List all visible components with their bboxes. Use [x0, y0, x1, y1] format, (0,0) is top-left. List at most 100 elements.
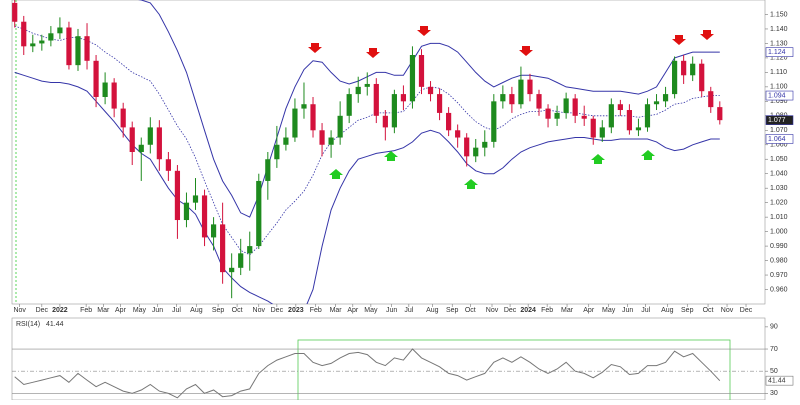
y-tick-label: 0.960	[770, 286, 788, 293]
candle-body	[165, 159, 171, 171]
candle-body	[536, 94, 542, 109]
rsi-box	[765, 375, 794, 386]
candle-body	[66, 27, 72, 66]
bollinger-upper	[138, 0, 720, 218]
candle-body	[708, 91, 714, 108]
x-tick-label: Nov	[721, 307, 734, 314]
candle-body	[84, 36, 90, 61]
candle-body	[337, 115, 343, 138]
x-tick-label: 2022	[52, 307, 68, 314]
candle-body	[12, 2, 18, 22]
y-tick-label: 0.980	[770, 257, 788, 264]
candle-body	[491, 101, 497, 142]
candle-body	[364, 83, 370, 87]
candle-body	[608, 104, 614, 128]
y-tick-label: 90	[770, 324, 778, 331]
candle-body	[482, 141, 488, 148]
candle-body	[210, 224, 217, 238]
candle-body	[192, 195, 199, 203]
candle-body	[30, 43, 36, 47]
price-box	[765, 134, 794, 144]
candle-body	[590, 118, 596, 138]
candle-body	[156, 127, 162, 160]
x-tick-label: May	[602, 307, 616, 314]
candle-body	[382, 115, 388, 128]
x-tick-label: Jul	[404, 307, 413, 314]
x-tick-label: Apr	[115, 307, 127, 314]
candle-body	[581, 115, 587, 119]
buy-arrow	[464, 179, 478, 189]
x-tick-label: Sep	[446, 307, 459, 314]
candle-body	[265, 159, 271, 181]
x-tick-label: Sep	[212, 307, 225, 314]
candle-body	[635, 127, 642, 131]
rsi-title: RSI(14)	[16, 321, 40, 328]
candle-body	[147, 127, 153, 145]
candle-body	[617, 104, 623, 111]
y-tick-label: 30	[770, 390, 778, 397]
x-tick-label: Nov	[253, 307, 266, 314]
candle-body	[418, 55, 425, 87]
signals	[308, 26, 714, 189]
candle-body	[129, 127, 135, 152]
candle-body	[111, 82, 117, 109]
bollinger-lower	[14, 71, 720, 304]
candle-body	[274, 144, 280, 160]
y-tick-label: 0.970	[770, 272, 788, 279]
candle-body	[93, 60, 99, 97]
x-tick-label: Jul	[172, 307, 181, 314]
x-tick-label: Dec	[271, 307, 284, 314]
x-tick-label: Dec	[36, 307, 49, 314]
sell-arrow	[519, 46, 533, 56]
candle-body	[455, 130, 461, 138]
x-tick-label: Feb	[541, 307, 553, 314]
x-tick-label: 2024	[520, 307, 536, 314]
candle-body	[653, 101, 660, 105]
candle-body	[554, 112, 560, 119]
buy-arrow	[384, 151, 398, 161]
candle-body	[464, 137, 470, 157]
candle-body	[57, 27, 63, 34]
candle-body	[436, 94, 443, 113]
x-tick-label: Jun	[622, 307, 633, 314]
x-tick-label: Feb	[80, 307, 92, 314]
candle-body	[102, 82, 108, 97]
x-tick-label: 2023	[288, 307, 304, 314]
y-tick-label: 1.040	[770, 171, 788, 178]
candle-body	[319, 130, 325, 145]
sell-arrow	[672, 35, 686, 45]
x-tick-label: Mar	[97, 307, 110, 314]
y-tick-label: 1.130	[770, 40, 788, 47]
candle-body	[644, 104, 651, 128]
candle-body	[201, 195, 208, 238]
x-tick-label: Nov	[486, 307, 499, 314]
candle-body	[310, 104, 316, 131]
candle-body	[48, 33, 54, 41]
y-tick-label: 1.050	[770, 156, 788, 163]
sell-arrow	[366, 48, 380, 58]
x-tick-label: Dec	[740, 307, 753, 314]
price-plot	[12, 0, 723, 304]
y-tick-label: 1.060	[770, 142, 788, 149]
candle-body	[183, 202, 190, 221]
y-tick-label: 1.140	[770, 26, 788, 33]
y-tick-label: 50	[770, 368, 778, 375]
candle-body	[220, 224, 226, 273]
candle-body	[229, 267, 235, 273]
y-tick-label: 1.010	[770, 214, 788, 221]
candle-body	[446, 112, 452, 131]
price-box	[765, 90, 794, 101]
x-tick-label: Oct	[703, 307, 714, 314]
candle-body	[292, 108, 298, 138]
candle-body	[238, 253, 244, 268]
rsi-panel	[11, 317, 766, 401]
x-tick-label: Apr	[583, 307, 595, 314]
x-tick-label: Oct	[232, 307, 243, 314]
candle-body	[699, 63, 705, 92]
candle-body	[391, 94, 397, 128]
candle-body	[247, 246, 253, 254]
candle-body	[373, 83, 379, 116]
price-box-label: 1.077	[768, 117, 786, 124]
x-tick-label: Jun	[152, 307, 163, 314]
